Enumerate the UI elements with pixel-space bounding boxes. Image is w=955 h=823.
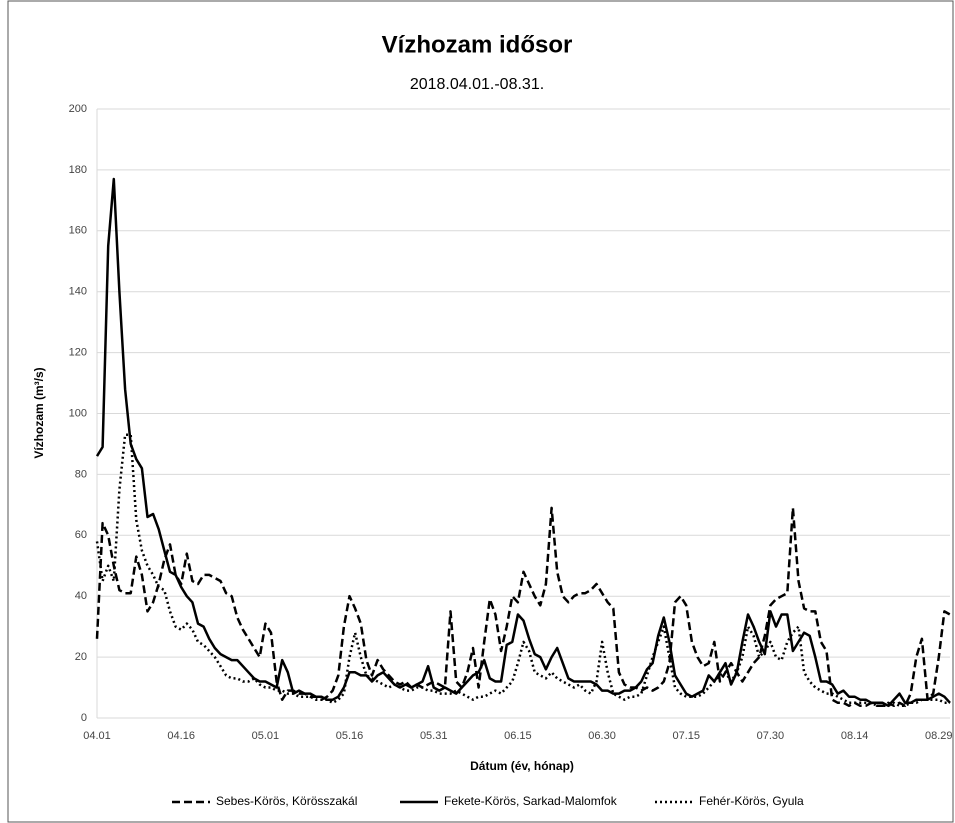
x-tick-label: 05.31 [420, 730, 448, 742]
x-tick-label: 05.01 [252, 730, 280, 742]
y-tick-label: 0 [81, 712, 87, 724]
x-axis-label: Dátum (év, hónap) [470, 759, 574, 773]
x-tick-label: 06.30 [588, 730, 616, 742]
y-tick-label: 60 [75, 529, 87, 541]
legend-label: Fekete-Körös, Sarkad-Malomfok [444, 794, 618, 808]
legend-label: Fehér-Körös, Gyula [699, 794, 804, 808]
y-tick-label: 40 [75, 590, 87, 602]
legend-label: Sebes-Körös, Körösszakál [216, 794, 357, 808]
x-tick-label: 04.16 [167, 730, 195, 742]
chart-border [7, 0, 954, 823]
x-tick-label: 06.15 [504, 730, 532, 742]
x-tick-label: 05.16 [336, 730, 364, 742]
x-tick-label: 07.30 [757, 730, 785, 742]
y-tick-label: 200 [69, 103, 87, 115]
chart-subtitle: 2018.04.01.-08.31. [410, 76, 544, 93]
x-tick-label: 08.29 [925, 730, 953, 742]
series-line [95, 177, 951, 708]
y-tick-label: 80 [75, 468, 87, 480]
y-tick-label: 160 [69, 225, 87, 237]
series-line [95, 506, 951, 708]
x-tick-label: 07.15 [672, 730, 700, 742]
x-tick-label: 08.14 [841, 730, 869, 742]
chart-title: Vízhozam idősor [382, 31, 573, 58]
y-tick-label: 20 [75, 651, 87, 663]
y-axis-label: Vízhozam (m³/s) [32, 367, 46, 458]
y-tick-label: 140 [69, 286, 87, 298]
x-tick-label: 04.01 [83, 730, 111, 742]
y-tick-label: 100 [69, 407, 87, 419]
y-tick-label: 180 [69, 164, 87, 176]
y-tick-label: 120 [69, 347, 87, 359]
series-line [95, 433, 950, 708]
